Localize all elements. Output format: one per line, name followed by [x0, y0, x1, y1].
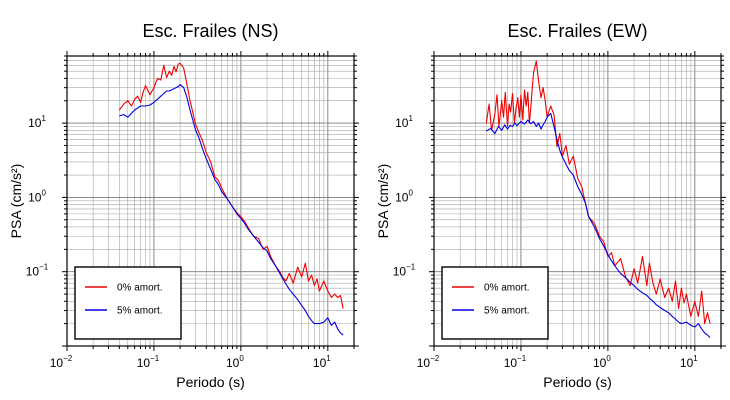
legend: 0% amort. 5% amort. — [441, 266, 549, 340]
y-tick-label: 101 — [28, 114, 46, 130]
x-tick-label: 101 — [680, 354, 698, 370]
x-tick-label: 10−2 — [417, 354, 440, 370]
chart-title: Esc. Frailes (NS) — [142, 21, 278, 41]
x-tick-label: 100 — [226, 354, 244, 370]
x-axis-label: Periodo (s) — [176, 374, 244, 390]
series-line-red — [485, 60, 711, 325]
x-tick-label: 101 — [313, 354, 331, 370]
legend-box — [441, 266, 549, 340]
legend-label: 5% amort. — [484, 306, 530, 317]
y-tick-label: 100 — [395, 188, 413, 204]
y-tick-label: 10−1 — [393, 263, 416, 279]
x-axis-label: Periodo (s) — [543, 374, 611, 390]
legend-box — [74, 266, 182, 340]
x-tick-label: 10−1 — [137, 354, 160, 370]
chart-panel-2: 10−2 10−1 100 101 10−1 100 101 Esc. Frailes (EW… — [375, 21, 726, 390]
tick-marks — [429, 51, 726, 351]
series-line-blue — [486, 112, 711, 338]
y-tick-label: 100 — [28, 188, 46, 204]
legend-label: 0% amort. — [484, 283, 530, 294]
y-axis-label: PSA (cm/s²) — [8, 164, 24, 239]
chart-panel-1: 10−2 10−1 100 101 10−1 100 101 Esc. Frailes (NS… — [8, 21, 359, 390]
x-tick-label: 10−2 — [50, 354, 73, 370]
y-axis-label: PSA (cm/s²) — [375, 164, 391, 239]
legend-label: 0% amort. — [117, 283, 163, 294]
y-tick-label: 10−1 — [26, 263, 49, 279]
x-tick-label: 100 — [593, 354, 611, 370]
series-line-red — [118, 62, 344, 309]
y-tick-label: 101 — [395, 114, 413, 130]
x-tick-label: 10−1 — [504, 354, 527, 370]
tick-marks — [62, 51, 359, 351]
series-line-blue — [119, 84, 344, 336]
legend-label: 5% amort. — [117, 306, 163, 317]
chart-title: Esc. Frailes (EW) — [507, 21, 647, 41]
legend: 0% amort. 5% amort. — [74, 266, 182, 340]
